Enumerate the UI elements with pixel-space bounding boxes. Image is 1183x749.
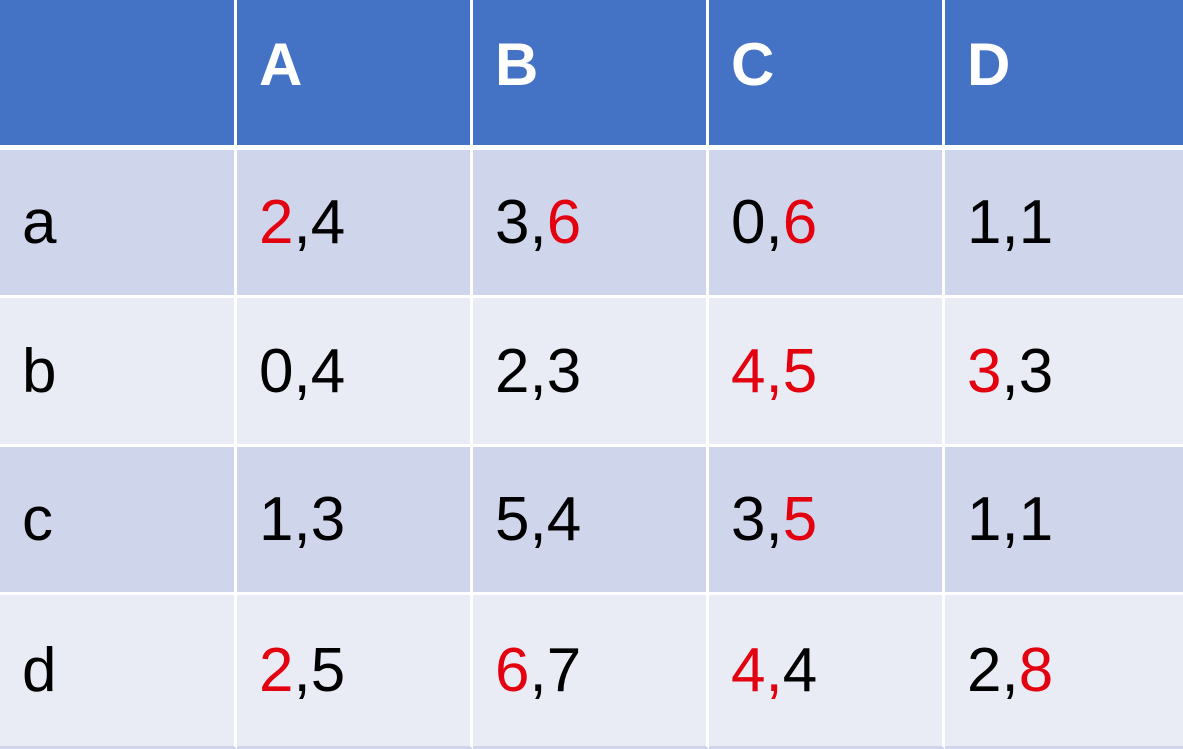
- payoff-separator: ,: [529, 636, 547, 705]
- payoff-separator: ,: [529, 188, 547, 257]
- column-header-c: C: [709, 0, 945, 150]
- payoff-left-value: 3: [731, 485, 766, 554]
- payoff-cell: 3,6: [473, 150, 709, 298]
- payoff-left-value: 2: [967, 636, 1002, 705]
- payoff-right-value: 4: [546, 485, 582, 554]
- payoff-cell: 2,3: [473, 298, 709, 447]
- column-header-a: A: [237, 0, 473, 150]
- payoff-separator: ,: [1001, 636, 1019, 705]
- payoff-cell: 5,4: [473, 447, 709, 595]
- payoff-left-value: 2: [259, 636, 294, 705]
- payoff-separator: ,: [529, 485, 547, 554]
- row-label-d: d: [0, 595, 237, 749]
- payoff-separator: ,: [293, 485, 311, 554]
- payoff-cell: 0,4: [237, 298, 473, 447]
- payoff-cell: 1,1: [945, 150, 1183, 298]
- payoff-cell: 4,5: [709, 298, 945, 447]
- payoff-left-value: 1: [967, 485, 1002, 554]
- payoff-right-value: 8: [1018, 636, 1054, 705]
- row-label-a: a: [0, 150, 237, 298]
- payoff-right-value: 1: [1018, 485, 1054, 554]
- payoff-right-value: 5: [310, 636, 346, 705]
- payoff-separator: ,: [1001, 485, 1019, 554]
- payoff-right-value: 3: [310, 485, 346, 554]
- payoff-left-value: 5: [495, 485, 530, 554]
- payoff-separator: ,: [765, 188, 783, 257]
- payoff-cell: 1,1: [945, 447, 1183, 595]
- payoff-left-value: 4: [731, 336, 766, 406]
- payoff-cell: 1,3: [237, 447, 473, 595]
- row-label-b: b: [0, 298, 237, 447]
- payoff-left-value: 0: [731, 188, 766, 257]
- payoff-separator: ,: [765, 336, 783, 406]
- payoff-right-value: 3: [546, 336, 582, 406]
- payoff-right-value: 6: [546, 188, 582, 257]
- payoff-cell: 2,5: [237, 595, 473, 749]
- payoff-separator: ,: [1001, 336, 1019, 406]
- payoff-separator: ,: [293, 636, 311, 705]
- payoff-separator: ,: [765, 485, 783, 554]
- payoff-right-value: 4: [782, 636, 818, 705]
- payoff-separator: ,: [529, 336, 547, 406]
- payoff-right-value: 4: [310, 188, 346, 257]
- column-header-d: D: [945, 0, 1183, 150]
- payoff-right-value: 1: [1018, 188, 1054, 257]
- payoff-separator: ,: [765, 636, 783, 705]
- payoff-cell: 3,5: [709, 447, 945, 595]
- payoff-left-value: 6: [495, 636, 530, 705]
- payoff-cell: 2,4: [237, 150, 473, 298]
- payoff-right-value: 5: [782, 485, 818, 554]
- payoff-left-value: 2: [495, 336, 530, 406]
- payoff-separator: ,: [293, 336, 311, 406]
- payoff-left-value: 1: [967, 188, 1002, 257]
- payoff-left-value: 4: [731, 636, 766, 705]
- payoff-separator: ,: [293, 188, 311, 257]
- column-header-b: B: [473, 0, 709, 150]
- header-corner-cell: [0, 0, 237, 150]
- payoff-cell: 3,3: [945, 298, 1183, 447]
- payoff-cell: 0,6: [709, 150, 945, 298]
- payoff-left-value: 3: [495, 188, 530, 257]
- payoff-left-value: 0: [259, 336, 294, 406]
- payoff-separator: ,: [1001, 188, 1019, 257]
- payoff-right-value: 5: [782, 336, 818, 406]
- payoff-left-value: 2: [259, 188, 294, 257]
- payoff-left-value: 1: [259, 485, 294, 554]
- payoff-left-value: 3: [967, 336, 1002, 406]
- row-label-c: c: [0, 447, 237, 595]
- payoff-cell: 2,8: [945, 595, 1183, 749]
- payoff-cell: 4,4: [709, 595, 945, 749]
- payoff-cell: 6,7: [473, 595, 709, 749]
- payoff-right-value: 7: [546, 636, 582, 705]
- payoff-right-value: 6: [782, 188, 818, 257]
- payoff-right-value: 3: [1018, 336, 1054, 406]
- payoff-right-value: 4: [310, 336, 346, 406]
